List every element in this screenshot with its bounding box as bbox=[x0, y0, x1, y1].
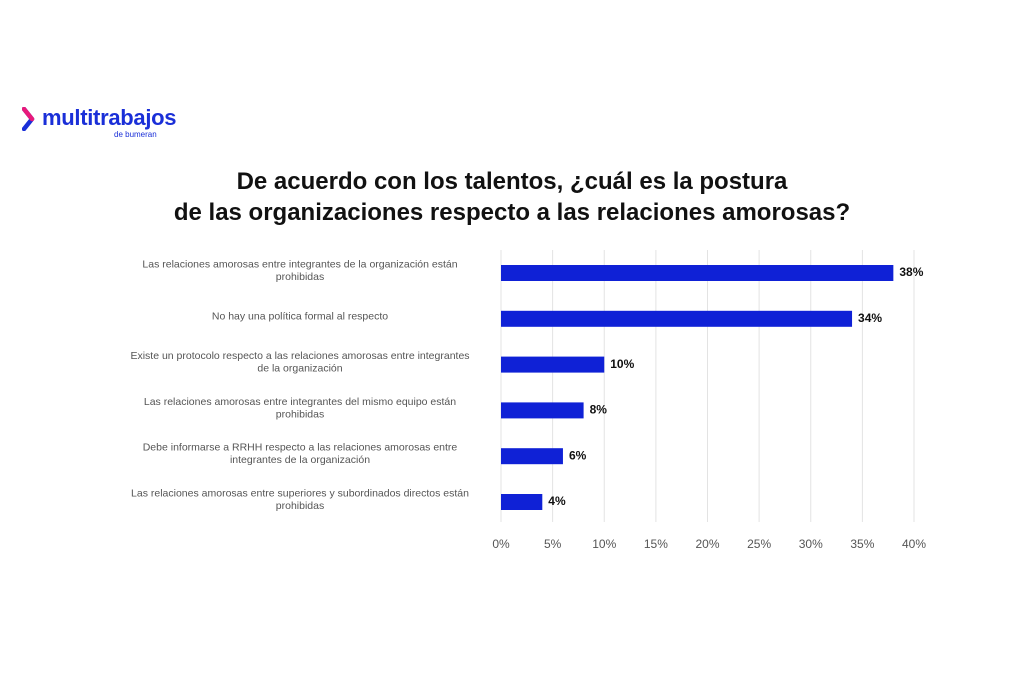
x-tick-label: 30% bbox=[799, 537, 823, 551]
x-tick-label: 40% bbox=[902, 537, 926, 551]
x-tick-label: 25% bbox=[747, 537, 771, 551]
category-label-line: prohibidas bbox=[276, 500, 324, 512]
category-labels: Las relaciones amorosas entre integrante… bbox=[130, 259, 469, 513]
category-label-line: prohibidas bbox=[276, 271, 324, 283]
data-label: 38% bbox=[899, 265, 923, 279]
logo-chevron-icon bbox=[22, 107, 35, 131]
data-label: 10% bbox=[610, 357, 634, 371]
chart-title: De acuerdo con los talentos, ¿cuál es la… bbox=[0, 166, 1024, 228]
category-label-line: integrantes de la organización bbox=[230, 454, 370, 466]
bar bbox=[501, 402, 584, 419]
data-label: 6% bbox=[569, 448, 587, 462]
grid-lines bbox=[500, 250, 915, 522]
data-label: 34% bbox=[858, 311, 882, 325]
chart-title-line-2: de las organizaciones respecto a las rel… bbox=[173, 199, 851, 226]
logo-subtitle: de bumeran bbox=[114, 130, 157, 139]
category-label: Debe informarse a RRHH respecto a las re… bbox=[143, 442, 458, 467]
category-label-line: prohibidas bbox=[276, 408, 324, 420]
x-axis-ticks: 0% 5% 10% 15% 20% 25% 30% 35% 40% bbox=[492, 537, 926, 551]
category-label: Las relaciones amorosas entre integrante… bbox=[144, 396, 456, 421]
bar bbox=[501, 494, 543, 510]
x-tick-label: 15% bbox=[644, 537, 668, 551]
category-label-line: Las relaciones amorosas entre superiores… bbox=[131, 488, 469, 500]
chart-title-line-1: De acuerdo con los talentos, ¿cuál es la… bbox=[236, 168, 788, 195]
bar bbox=[501, 356, 605, 373]
x-tick-label: 5% bbox=[544, 537, 562, 551]
logo-wordmark: multitrabajos bbox=[42, 105, 177, 130]
category-label-line: No hay una política formal al respecto bbox=[212, 311, 388, 323]
category-label: Las relaciones amorosas entre superiores… bbox=[131, 488, 469, 513]
category-label-line: Las relaciones amorosas entre integrante… bbox=[142, 259, 457, 271]
bar bbox=[501, 448, 563, 465]
data-label: 4% bbox=[548, 494, 566, 508]
category-label-line: de la organización bbox=[257, 363, 342, 375]
data-labels: 38% 34% 10% 8% 6% 4% bbox=[548, 265, 923, 508]
data-label: 8% bbox=[590, 403, 608, 417]
brand-logo: multitrabajos de bumeran bbox=[22, 104, 202, 148]
x-tick-label: 20% bbox=[695, 537, 719, 551]
category-label-line: Las relaciones amorosas entre integrante… bbox=[144, 396, 456, 408]
x-tick-label: 0% bbox=[492, 537, 510, 551]
category-label: Existe un protocolo respecto a las relac… bbox=[130, 350, 469, 375]
bars bbox=[501, 265, 894, 510]
category-label-line: Existe un protocolo respecto a las relac… bbox=[130, 350, 469, 362]
category-label-line: Debe informarse a RRHH respecto a las re… bbox=[143, 442, 458, 454]
x-tick-label: 35% bbox=[850, 537, 874, 551]
bar bbox=[501, 265, 894, 281]
category-label: Las relaciones amorosas entre integrante… bbox=[142, 259, 457, 284]
bar bbox=[501, 310, 853, 327]
x-tick-label: 10% bbox=[592, 537, 616, 551]
category-label: No hay una política formal al respecto bbox=[212, 311, 388, 323]
